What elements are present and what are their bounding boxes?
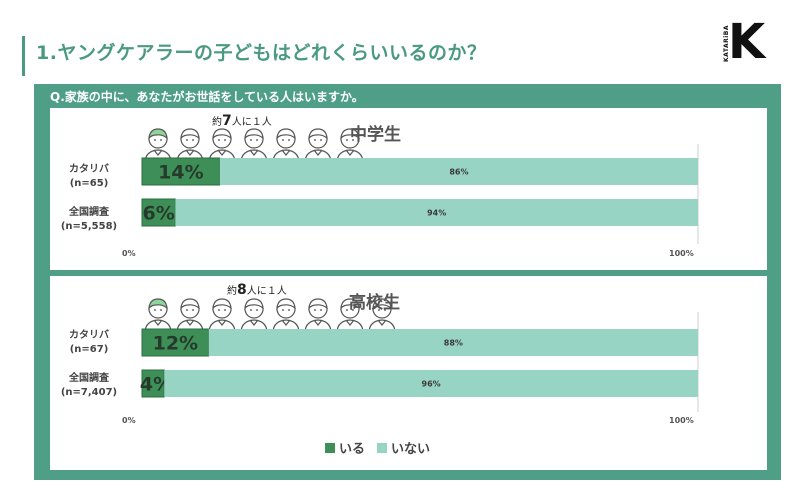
- legend-swatch-yes: [325, 442, 335, 453]
- data-label-yes-row-1: 6%: [143, 203, 175, 225]
- person-icon: [208, 298, 236, 332]
- bar-no-row-0: [219, 158, 698, 185]
- logo-letter: K: [728, 14, 766, 70]
- chart-legend: いる いない: [325, 438, 430, 457]
- data-label-no-row-0: 86%: [449, 168, 468, 177]
- person-icon: [144, 298, 172, 332]
- legend-label-yes: いる: [339, 442, 366, 457]
- chart-panel-junior-high: 約7人に１人 中学生 カタリバ (n=65) 全国調査 (n=5,558) 14% 8…: [50, 108, 767, 270]
- row-label-national: 全国調査 (n=7,407): [60, 373, 118, 398]
- person-icon: [368, 298, 396, 332]
- data-label-yes-row-1: 4%: [140, 374, 172, 396]
- ratio-label-high-school: 約8人に１人: [227, 282, 287, 298]
- legend-label-no: いない: [391, 442, 431, 457]
- x-tick-0: 0%: [122, 249, 136, 258]
- question-frame: Q.家族の中に、あなたがお世話をしている人はいますか。 約7人に１人 中学生 カ…: [34, 84, 781, 480]
- row-label-katariba: カタリバ (n=65): [69, 164, 109, 189]
- person-icon: [144, 128, 172, 162]
- school-label-high-school: 高校生: [349, 293, 400, 313]
- legend-item-no: いない: [377, 438, 430, 457]
- x-tick-0: 0%: [122, 416, 136, 425]
- ratio-label-junior-high: 約7人に１人: [212, 113, 272, 129]
- person-icon: [304, 298, 332, 332]
- data-label-yes-row-0: 12%: [153, 333, 198, 355]
- bar-yes-row-0: [141, 157, 221, 186]
- title-accent-bar: [22, 36, 25, 76]
- bar-no-row-1: [175, 199, 699, 226]
- bar-chart-high-school: 12% 88% 4% 96%: [140, 312, 699, 412]
- person-icon: [240, 128, 268, 162]
- page-title: 1.ヤングケアラーの子どもはどれくらいいるのか？: [36, 42, 487, 64]
- x-tick-100: 100%: [669, 249, 694, 258]
- person-icon: [272, 128, 300, 162]
- bar-no-row-0: [208, 329, 698, 356]
- data-label-no-row-1: 94%: [427, 209, 446, 218]
- person-icon: [272, 298, 300, 332]
- bar-no-row-1: [164, 370, 698, 397]
- row-label-katariba: カタリバ (n=67): [69, 330, 109, 355]
- people-icons-high-school: [144, 298, 396, 332]
- legend-swatch-no: [377, 442, 388, 453]
- person-icon: [240, 298, 268, 332]
- person-icon: [208, 128, 236, 162]
- chart-panel-high-school: 約8人に１人 高校生 カタリバ (n=67) 全国調査 (n=7,407) 12% 8…: [50, 276, 767, 470]
- bar-chart-junior-high: 14% 86% 6% 94%: [141, 144, 699, 244]
- people-icons-junior-high: [144, 128, 364, 162]
- person-icon: [336, 298, 364, 332]
- person-icon: [336, 128, 364, 162]
- x-tick-100: 100%: [669, 416, 694, 425]
- row-label-national: 全国調査 (n=5,558): [60, 207, 118, 232]
- person-icon: [304, 128, 332, 162]
- question-text: Q.家族の中に、あなたがお世話をしている人はいますか。: [50, 90, 364, 104]
- bar-yes-row-1: [141, 198, 176, 227]
- person-icon: [176, 298, 204, 332]
- katariba-logo: KATARiBA K: [712, 18, 774, 68]
- school-label-junior-high: 中学生: [350, 125, 401, 145]
- person-icon: [176, 128, 204, 162]
- data-label-yes-row-0: 14%: [158, 162, 203, 184]
- data-label-no-row-1: 96%: [422, 380, 441, 389]
- legend-item-yes: いる: [325, 438, 365, 457]
- data-label-no-row-0: 88%: [444, 339, 463, 348]
